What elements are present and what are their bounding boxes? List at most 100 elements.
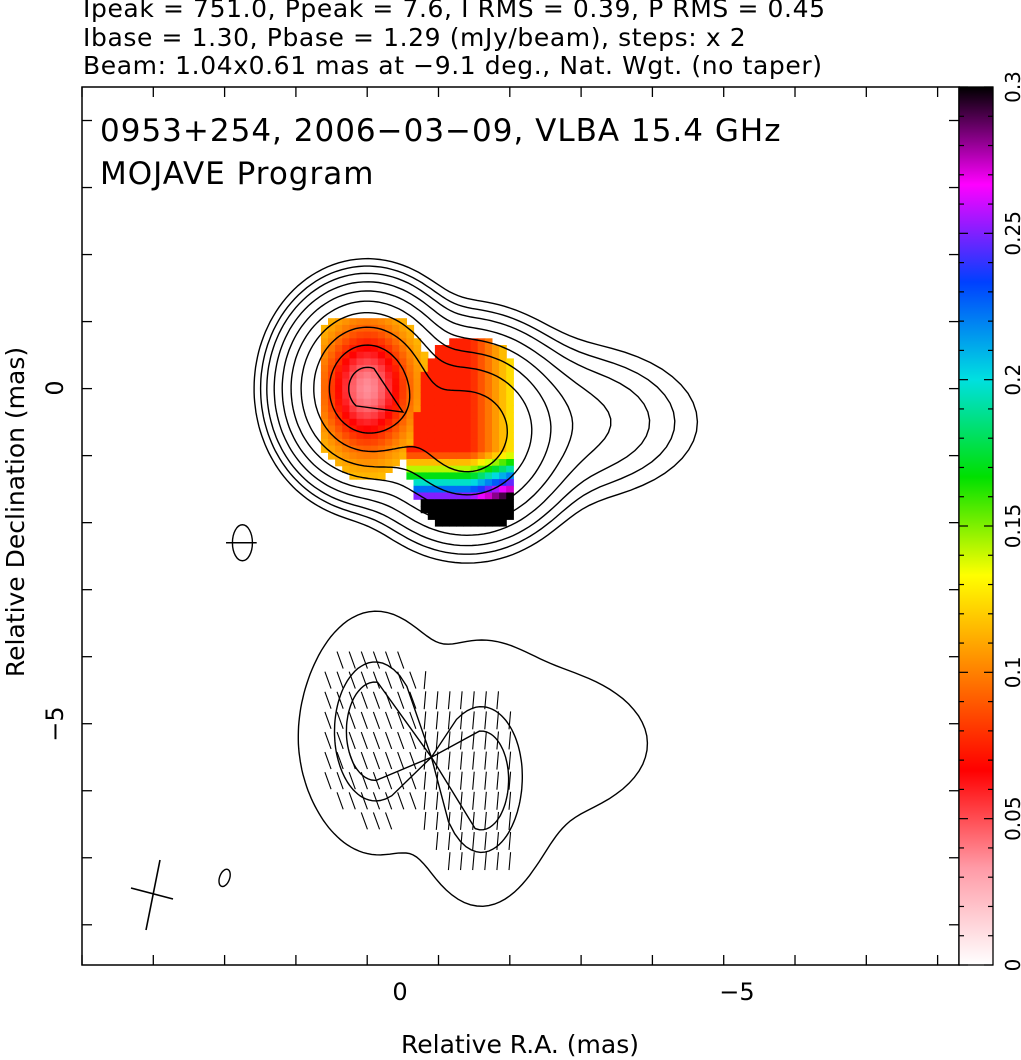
evpa-stick [435, 751, 439, 770]
polarization-pixel [320, 412, 329, 420]
polarization-pixel [492, 351, 500, 359]
polarization-pixel [442, 492, 450, 500]
evpa-stick [435, 831, 439, 851]
evpa-stick [384, 731, 393, 750]
polarization-pixel [463, 492, 472, 500]
polarization-pixel [427, 425, 436, 433]
polarization-pixel [356, 472, 365, 480]
evpa-stick [447, 751, 451, 770]
polarization-pixel [370, 318, 379, 326]
polarization-pixel [392, 324, 400, 333]
polarization-pixel [484, 345, 493, 353]
polarization-pixel [413, 365, 422, 373]
polarization-pixel [506, 492, 514, 500]
polarization-pixel [413, 425, 422, 433]
polarization-pixel [413, 405, 422, 413]
program-label: MOJAVE Program [100, 156, 374, 192]
polarization-pixel [342, 385, 350, 393]
polarization-pixel [449, 385, 457, 393]
polarization-pixel [370, 425, 379, 433]
polarization-pixel [399, 318, 407, 326]
evpa-stick [324, 731, 332, 750]
evpa-stick [372, 711, 381, 730]
polarization-pixel [434, 438, 443, 447]
polarization-pixel [506, 398, 514, 406]
colorbar-tick-label: 0.3 [1001, 71, 1021, 103]
evpa-stick [423, 771, 427, 790]
evpa-stick [384, 671, 393, 689]
evpa-stick [360, 651, 368, 669]
polarization-pixel [392, 358, 400, 366]
polarization-pixel [470, 392, 479, 400]
polarization-pixel [363, 371, 372, 380]
polarization-pixel [463, 371, 472, 380]
polarization-pixel [413, 392, 422, 400]
polarization-pixel [442, 432, 450, 440]
stokes-i-contour-level-4 [290, 300, 552, 512]
polarization-pixel [477, 412, 486, 420]
polarization-pixel [406, 324, 415, 333]
polarization-pixel [377, 318, 386, 326]
colorbar-tick-label: 0.2 [1001, 364, 1021, 396]
polarization-pixel [385, 385, 393, 393]
isolated-contour-small [218, 868, 231, 888]
evpa-stick [336, 691, 344, 709]
polarization-pixel [377, 452, 386, 460]
polarization-pixel [356, 398, 365, 406]
polarization-pixel [420, 472, 429, 480]
polarization-pixel [356, 459, 365, 467]
polarization-pixel [377, 412, 386, 420]
polarization-pixel [484, 378, 493, 386]
polarization-pixel [434, 378, 443, 386]
polarization-pixel [434, 392, 443, 400]
polarization-pixel [385, 459, 393, 467]
polarization-pixel [335, 345, 343, 353]
polarization-pixel [406, 425, 415, 433]
polarization-pixel [449, 371, 457, 380]
polarization-pixel [420, 418, 429, 427]
plot-frame [81, 86, 960, 966]
evpa-stick [447, 691, 451, 710]
polarization-pixel [385, 398, 393, 406]
polarization-pixel [328, 405, 336, 413]
polarization-pixel [413, 338, 422, 346]
evpa-stick [447, 711, 451, 730]
polarization-pixel [442, 465, 450, 473]
evpa-stick [435, 731, 439, 750]
polarization-pixel [392, 405, 400, 413]
polarization-pixel [356, 432, 365, 440]
evpa-stick [384, 711, 393, 730]
polarization-pixel [385, 345, 393, 353]
polarization-pixel [399, 331, 407, 339]
polarization-pixel [370, 392, 379, 400]
polarization-pixel [477, 425, 486, 433]
source-title: 0953+254, 2006−03−09, VLBA 15.4 GHz [100, 113, 781, 149]
polarization-pixel [499, 472, 507, 480]
polarization-pixel [335, 351, 343, 359]
polarization-pixel [320, 385, 329, 393]
polarization-pixel [484, 418, 493, 427]
polarization-pixel [363, 472, 372, 480]
evpa-stick [372, 691, 381, 709]
polarization-pixel [328, 378, 336, 386]
polarization-pixel [363, 398, 372, 406]
polarization-pixel [335, 371, 343, 380]
polarization-pixel [463, 459, 472, 467]
polarization-pixel [442, 371, 450, 380]
evpa-stick [397, 772, 405, 790]
polarization-pixel [463, 479, 472, 487]
evpa-stick [324, 671, 332, 689]
evpa-stick [348, 691, 356, 709]
polarization-pixel [484, 452, 493, 460]
polarization-pixel [434, 459, 443, 467]
polarization-pixel [484, 465, 493, 473]
polarization-pixel [434, 371, 443, 380]
polarization-pixel [456, 472, 464, 480]
polarization-pixel [456, 492, 464, 500]
polarization-pixel [463, 351, 472, 359]
evpa-stick [447, 791, 451, 810]
polarization-pixel [449, 398, 457, 406]
evpa-stick [423, 811, 427, 830]
polarization-pixel [506, 358, 514, 366]
